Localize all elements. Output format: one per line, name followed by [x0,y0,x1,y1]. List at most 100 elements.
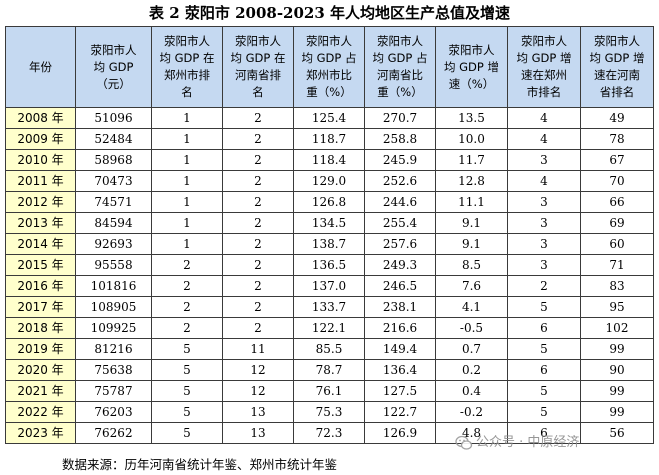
column-header-line: 荥阳市人 [448,42,495,57]
column-header: 荥阳市人均 GDP 增速在河南 省排名 [580,26,654,108]
column-header-line: 名 [181,85,193,99]
column-header-line: 河南省比 [377,68,423,82]
column-header: 荥阳市人均 GDP 占河南省比 重（%） [364,26,436,108]
table-cell: 1 [151,149,223,171]
table-cell: 74571 [75,191,152,213]
table-cell: 5 [151,422,223,444]
table-cell: 238.1 [364,296,436,318]
column-header-line: 名 [252,85,264,99]
table-cell: 2 [222,233,294,255]
table-cell: 9.1 [435,212,508,234]
table-cell: 92693 [75,233,152,255]
column-header-line: 均 GDP 占 [372,51,428,65]
wechat-icon [455,435,473,450]
table-cell: 75787 [75,380,152,402]
table-cell: 2 [151,317,223,339]
table-cell: 69 [580,212,654,234]
column-header-line: 荥阳市人 [235,34,281,48]
table-cell: 4 [507,107,581,129]
table-cell: 78 [580,128,654,150]
year-cell: 2016 年 [5,275,76,297]
table-cell: 76.1 [293,380,365,402]
table-cell: 3 [507,254,581,276]
column-header: 荥阳市人均 GDP （元） [75,26,152,108]
table-cell: 4 [507,170,581,192]
watermark: 公众号 · 中原经济 [455,433,579,453]
table-cell: 3 [507,233,581,255]
table-cell: 9.1 [435,233,508,255]
year-cell: 2018 年 [5,317,76,339]
table-cell: -0.5 [435,317,508,339]
table-cell: 149.4 [364,338,436,360]
column-header-line: 重（%） [306,85,352,99]
table-cell: 129.0 [293,170,365,192]
table-cell: 1 [151,170,223,192]
table-row: 2012 年 74571 1 2 126.8 244.6 11.1 3 66 [5,191,654,213]
table-cell: 118.4 [293,149,365,171]
table-cell: 101816 [75,275,152,297]
table-cell: 70 [580,170,654,192]
column-header-line: 均 GDP 占 [301,51,357,65]
table-cell: -0.2 [435,401,508,423]
data-table: 年份 荥阳市人均 GDP （元） 荥阳市人均 GDP 在郑州市排名荥阳市人均 GDP … [5,26,654,444]
table-cell: 67 [580,149,654,171]
table-cell: 2 [222,128,294,150]
table-row: 2023 年 76262 5 13 72.3 126.9 4.8 6 56 [5,422,654,444]
table-cell: 2 [151,275,223,297]
column-header-line: 速（%） [448,76,495,91]
year-cell: 2019 年 [5,338,76,360]
table-cell: 13 [222,401,294,423]
table-cell: 245.9 [364,149,436,171]
table-cell: 5 [151,359,223,381]
table-cell: 255.4 [364,212,436,234]
column-header: 年份 [5,26,76,108]
column-header: 荥阳市人均 GDP 在郑州市排名 [151,26,223,108]
table-cell: 137.0 [293,275,365,297]
table-cell: 85.5 [293,338,365,360]
table-row: 2014 年 92693 1 2 138.7 257.6 9.1 3 60 [5,233,654,255]
table-cell: 5 [507,296,581,318]
table-row: 2015 年 95558 2 2 136.5 249.3 8.5 3 71 [5,254,654,276]
watermark-text: 公众号 · 中原经济 [476,435,580,450]
table-cell: 2 [222,254,294,276]
table-row: 2016 年 101816 2 2 137.0 246.5 7.6 2 83 [5,275,654,297]
table-cell: 56 [580,422,654,444]
table-cell: 5 [507,380,581,402]
column-header-line: 荥阳市人 [164,34,210,48]
table-cell: 252.6 [364,170,436,192]
table-cell: 122.7 [364,401,436,423]
column-header-line: 均 GDP [93,59,134,74]
table-cell: 8.5 [435,254,508,276]
column-header-line: 速在郑州 [521,68,567,82]
table-cell: 127.5 [364,380,436,402]
table-cell: 83 [580,275,654,297]
table-cell: 4 [507,128,581,150]
table-cell: 78.7 [293,359,365,381]
table-cell: 246.5 [364,275,436,297]
table-row: 2009 年 52484 1 2 118.7 258.8 10.0 4 78 [5,128,654,150]
table-cell: 60 [580,233,654,255]
table-cell: 95558 [75,254,152,276]
table-row: 2019 年 81216 5 11 85.5 149.4 0.7 5 99 [5,338,654,360]
year-cell: 2009 年 [5,128,76,150]
column-header-line: 均 GDP 在 [230,51,286,65]
table-cell: 3 [507,191,581,213]
table-row: 2022 年 76203 5 13 75.3 122.7 -0.2 5 99 [5,401,654,423]
table-cell: 71 [580,254,654,276]
table-cell: 49 [580,107,654,129]
column-header-line: 荥阳市人 [90,42,137,57]
column-header-line: 均 GDP 增 [443,59,499,74]
table-cell: 1 [151,128,223,150]
table-cell: 11 [222,338,294,360]
table-cell: 2 [222,191,294,213]
table-cell: 1 [151,233,223,255]
year-cell: 2020 年 [5,359,76,381]
column-header-line: （元） [96,76,131,91]
table-cell: 5 [507,401,581,423]
table-cell: 58968 [75,149,152,171]
table-cell: 2 [222,296,294,318]
table-cell: 2 [222,212,294,234]
column-header: 荥阳市人均 GDP 在河南省排名 [222,26,294,108]
table-cell: 216.6 [364,317,436,339]
table-cell: 109925 [75,317,152,339]
